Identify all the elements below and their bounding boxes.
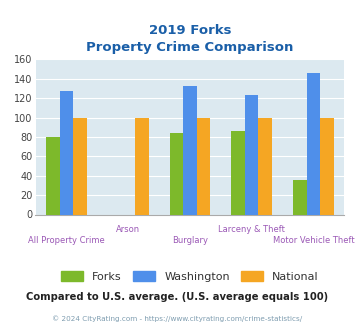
Bar <box>46 137 60 214</box>
Bar <box>245 95 258 214</box>
Bar <box>170 133 183 214</box>
Bar <box>231 131 245 214</box>
Text: Arson: Arson <box>116 225 140 234</box>
Bar <box>60 91 73 214</box>
Title: 2019 Forks
Property Crime Comparison: 2019 Forks Property Crime Comparison <box>86 24 294 54</box>
Text: © 2024 CityRating.com - https://www.cityrating.com/crime-statistics/: © 2024 CityRating.com - https://www.city… <box>53 315 302 322</box>
Bar <box>293 180 307 214</box>
Text: Motor Vehicle Theft: Motor Vehicle Theft <box>273 236 354 245</box>
Bar <box>320 117 334 214</box>
Legend: Forks, Washington, National: Forks, Washington, National <box>57 267 323 286</box>
Bar <box>135 117 148 214</box>
Bar <box>307 73 320 215</box>
Bar <box>183 85 197 214</box>
Text: Larceny & Theft: Larceny & Theft <box>218 225 285 234</box>
Bar <box>258 117 272 214</box>
Text: All Property Crime: All Property Crime <box>28 236 105 245</box>
Text: Compared to U.S. average. (U.S. average equals 100): Compared to U.S. average. (U.S. average … <box>26 292 329 302</box>
Text: Burglary: Burglary <box>172 236 208 245</box>
Bar <box>197 117 210 214</box>
Bar <box>73 117 87 214</box>
